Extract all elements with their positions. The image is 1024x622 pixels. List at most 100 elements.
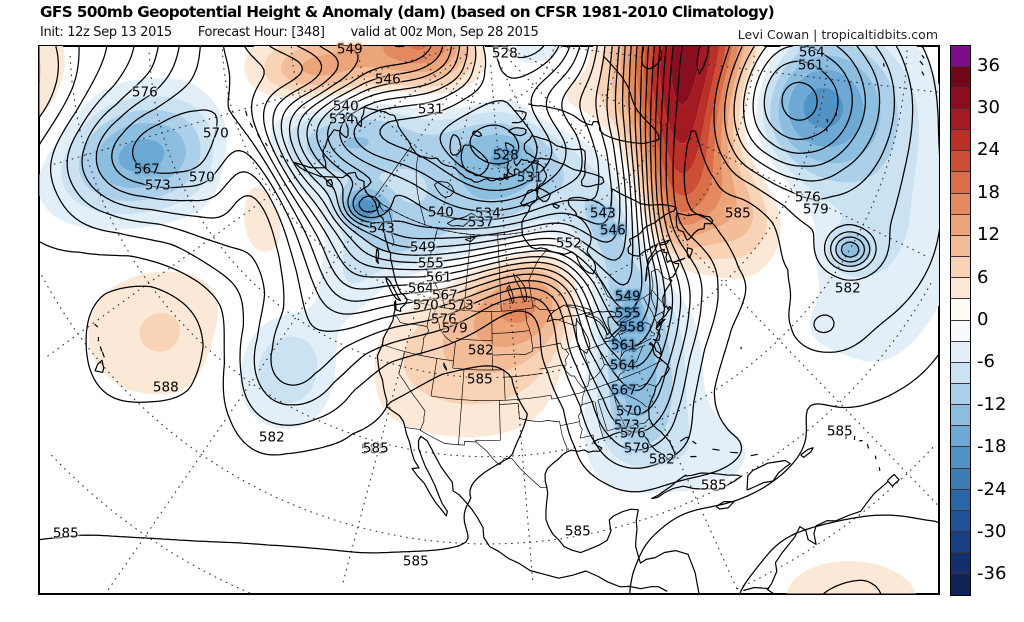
contour-label: 549: [409, 239, 436, 256]
credit: Levi Cowan | tropicaltidbits.com: [737, 27, 938, 42]
colorbar-segment: [951, 235, 970, 258]
colorbar-ticks: 36 30 24 18 12 6 0 -6 -12 -18 -24 -30 -36: [977, 45, 1023, 596]
colorbar-tick-label: 36: [977, 54, 1000, 76]
colorbar-segment: [951, 468, 970, 490]
contour-label: 564: [407, 280, 434, 297]
colorbar-segment: [951, 384, 970, 406]
forecast-hour: Forecast Hour: [348]: [197, 25, 325, 40]
lakes-layer: [433, 180, 638, 371]
contour-label: 546: [374, 71, 401, 88]
colorbar-segment: [951, 130, 970, 152]
contour-label: 531: [417, 101, 444, 118]
colorbar-segment: [951, 45, 970, 67]
colorbar-tick-label: 30: [977, 97, 1000, 119]
contour-label: 570: [188, 169, 215, 186]
contour-label: 528: [491, 45, 518, 62]
contour-label: 585: [52, 525, 79, 542]
contour-label: 585: [564, 523, 591, 540]
contour-label: 582: [834, 280, 861, 297]
contour-label: 579: [802, 201, 829, 218]
colorbar-segment: [951, 553, 970, 575]
contour-label: 567: [133, 161, 160, 178]
contour-label: 570: [202, 125, 229, 142]
init-time: Init: 12z Sep 13 2015: [40, 25, 172, 40]
contour-label: 573: [613, 417, 640, 434]
contour-label: 582: [258, 429, 285, 446]
colorbar-segment: [951, 87, 970, 109]
contour-label: 537: [467, 214, 494, 231]
colorbar-segment: [951, 510, 970, 533]
contour-label: 534: [474, 205, 501, 222]
contour-label: 588: [152, 379, 179, 396]
contour-label: 534: [328, 111, 355, 128]
contour-label: 582: [648, 451, 675, 468]
contour-label: 585: [826, 423, 853, 440]
contour-label: 558: [618, 319, 645, 336]
contour-label: 585: [402, 553, 429, 570]
contour-label: 576: [131, 84, 158, 101]
colorbar-segment: [951, 447, 970, 469]
run-info: Init: 12z Sep 13 2015 Forecast Hour: [348…: [40, 25, 564, 40]
contour-label: 573: [447, 297, 474, 314]
contour-label: 564: [798, 44, 825, 61]
contour-label: 567: [610, 382, 637, 399]
colorbar-segment: [951, 108, 970, 131]
contour-label: 552: [555, 235, 582, 252]
contour-label: 582: [467, 342, 494, 359]
map-layers: [39, 45, 939, 594]
colorbar-segment: [951, 257, 970, 279]
colorbar-segment: [951, 341, 970, 363]
contour-label: 561: [425, 269, 452, 286]
contour-label: 528: [492, 147, 519, 164]
colorbar-tick-label: 6: [977, 266, 989, 288]
colorbar-segment: [951, 574, 970, 595]
contour-label: 585: [362, 440, 389, 457]
contour-label: 585: [360, 441, 387, 458]
contour-label: 576: [430, 311, 457, 328]
contour-label: 570: [615, 403, 642, 420]
colorbar-tick-label: 12: [977, 224, 1000, 246]
coastline-layer: [94, 45, 925, 594]
colorbar-segment: [951, 320, 970, 342]
colorbar-segment: [951, 426, 970, 448]
contour-label: 531: [516, 169, 543, 186]
contour-label: 570: [412, 297, 439, 314]
contour-label: 549: [614, 288, 641, 305]
anomaly-shading-layer: [39, 45, 939, 594]
colorbar: [950, 44, 971, 596]
colorbar-segment: [951, 214, 970, 236]
contour-label: 561: [797, 57, 824, 74]
contour-label: 546: [599, 222, 626, 239]
colorbar-segment: [951, 193, 970, 215]
colorbar-tick-label: -6: [977, 351, 995, 373]
valid-time: valid at 00z Mon, Sep 28 2015: [350, 25, 539, 40]
contour-label: 576: [794, 189, 821, 206]
contour-label: 564: [609, 357, 636, 374]
contour-label: 543: [368, 220, 395, 237]
page-title: GFS 500mb Geopotential Height & Anomaly …: [40, 3, 775, 21]
contour-label: 573: [144, 177, 171, 194]
contour-label: 585: [466, 371, 493, 388]
colorbar-segment: [951, 405, 970, 427]
contour-label: 579: [623, 440, 650, 457]
height-contours-layer: [39, 45, 939, 594]
contour-label: 555: [417, 255, 444, 272]
colorbar-segment: [951, 278, 970, 300]
contour-label: 549: [336, 41, 363, 58]
colorbar-segment: [951, 532, 970, 554]
colorbar-segment: [951, 172, 970, 194]
contour-label: 540: [332, 98, 359, 115]
colorbar-tick-label: 24: [977, 139, 1000, 161]
contour-label: 567: [431, 287, 458, 304]
contour-label: 555: [614, 305, 641, 322]
colorbar-segment: [951, 489, 970, 511]
colorbar-tick-label: -36: [977, 563, 1007, 585]
colorbar-tick-label: -12: [977, 393, 1007, 415]
colorbar-segment: [951, 66, 970, 88]
contour-label: 561: [610, 337, 637, 354]
colorbar-segment: [951, 362, 970, 384]
colorbar-tick-label: -30: [977, 520, 1007, 542]
graticule-layer: [40, 45, 938, 594]
contour-label: 540: [427, 204, 454, 221]
